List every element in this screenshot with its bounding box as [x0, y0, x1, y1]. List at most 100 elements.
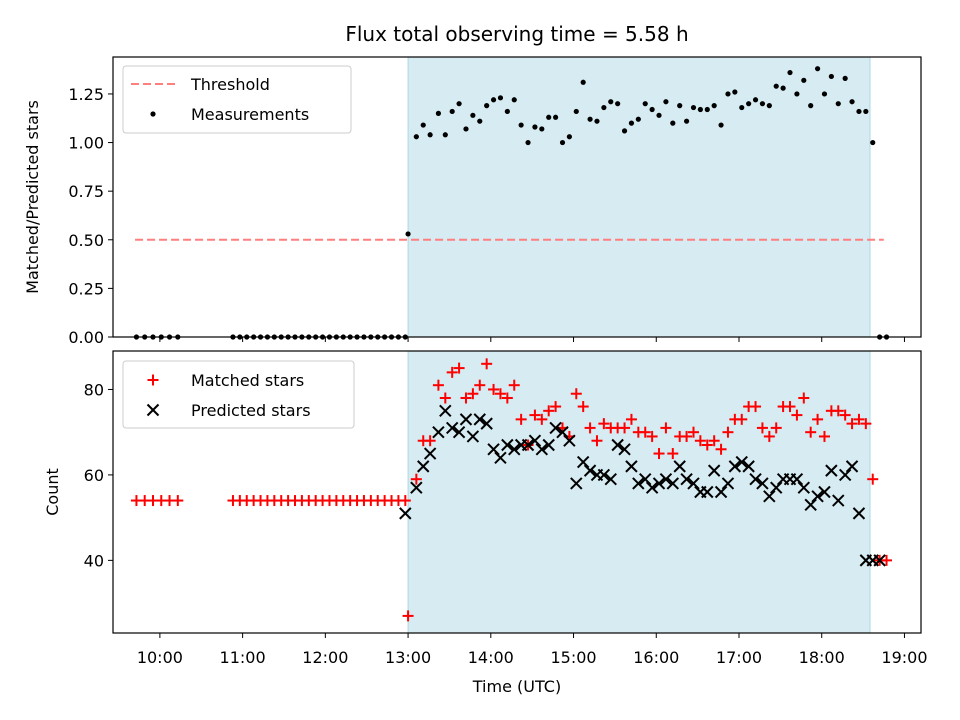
- measurement-point: [477, 118, 483, 124]
- predicted-star-point: [583, 464, 597, 477]
- measurement-point: [642, 101, 648, 107]
- top-y-ticks: 0.00 0.25 0.50 0.75 1.00 1.25: [68, 85, 113, 347]
- predicted-star-point: [680, 472, 693, 486]
- predicted-star-point: [432, 425, 445, 439]
- matched-star-point: [660, 422, 672, 434]
- predicted-star-point: [721, 477, 735, 490]
- matched-star-point: [722, 426, 734, 438]
- matched-star-point: [508, 379, 520, 391]
- predicted-star-point: [445, 421, 459, 435]
- measurement-point: [704, 106, 710, 113]
- matched-star-point: [784, 401, 796, 413]
- measurement-point: [580, 79, 586, 85]
- measurement-point: [683, 118, 690, 124]
- predicted-star-point: [818, 485, 831, 499]
- matched-star-point: [467, 388, 479, 400]
- matched-star-point: [770, 422, 782, 434]
- predicted-star-point: [742, 460, 755, 473]
- matched-star-point: [798, 392, 810, 404]
- x-tick-label: 17:00: [716, 648, 762, 667]
- measurement-point: [711, 103, 717, 109]
- measurement-point: [746, 101, 752, 107]
- measurement-point: [573, 108, 579, 115]
- measurement-point: [814, 66, 821, 72]
- x-tick-label: 10:00: [137, 648, 183, 667]
- predicted-star-point: [639, 472, 652, 486]
- predicted-star-point: [508, 443, 521, 456]
- measurement-point: [690, 104, 697, 111]
- matched-star-point: [832, 405, 844, 417]
- measurement-point: [463, 126, 469, 132]
- predicted-star-point: [452, 425, 466, 439]
- predicted-star-point: [399, 507, 412, 520]
- predicted-star-point: [417, 460, 430, 473]
- observing-window-top: [407, 56, 871, 338]
- matched-star-point: [570, 388, 582, 400]
- matched-star-point: [584, 422, 596, 434]
- measurement-point: [628, 120, 635, 126]
- matched-star-point: [756, 422, 768, 434]
- matched-star-point: [694, 435, 706, 447]
- predicted-star-point: [659, 472, 673, 486]
- matched-star-point: [481, 358, 493, 370]
- top-legend: Threshold Measurements: [122, 65, 352, 134]
- predicted-star-point: [625, 460, 638, 473]
- bottom-panel: 40 60 80 10:00 11:00 12:00 13:00 14:00 15:00 16:…: [43, 350, 928, 696]
- legend-predicted-label: Predicted stars: [191, 401, 311, 420]
- measurement-point: [663, 99, 669, 105]
- matched-star-point: [591, 435, 603, 447]
- predicted-star-point: [770, 481, 783, 494]
- bottom-legend-box: [122, 360, 355, 429]
- matched-star-point: [639, 426, 651, 438]
- predicted-star-point: [728, 460, 742, 473]
- predicted-stars-points: [399, 404, 886, 567]
- measurement-point: [456, 101, 462, 107]
- measurement-point: [587, 116, 593, 122]
- x-tick-label: 14:00: [468, 648, 514, 667]
- legend-matched-label: Matched stars: [191, 371, 304, 390]
- predicted-star-point: [666, 477, 680, 490]
- measurement-point: [835, 101, 841, 107]
- top-y-axis-label: Matched/Predicted stars: [23, 100, 42, 294]
- legend-plus-marker: [147, 374, 159, 386]
- matched-star-point: [515, 413, 527, 425]
- measurement-point: [808, 103, 814, 109]
- measurement-point: [608, 99, 614, 105]
- measurement-point: [677, 103, 683, 109]
- measurement-point: [773, 83, 779, 89]
- legend-predicted-swatch: [146, 403, 160, 417]
- measurement-point: [725, 91, 731, 97]
- matched-star-point: [646, 430, 658, 442]
- measurement-point: [497, 95, 504, 101]
- measurement-point: [842, 75, 848, 81]
- measurement-point: [518, 122, 524, 128]
- matched-star-point: [172, 495, 184, 507]
- predicted-star-point: [714, 485, 728, 499]
- matched-star-point: [708, 435, 720, 447]
- predicted-star-point: [707, 464, 721, 477]
- bottom-legend: Matched stars Predicted stars: [122, 360, 355, 429]
- matched-star-point: [736, 413, 748, 425]
- measurement-point: [801, 77, 807, 83]
- predicted-star-point: [494, 451, 507, 465]
- measurement-point: [525, 139, 531, 146]
- matched-star-point: [763, 430, 775, 442]
- matched-star-point: [424, 435, 436, 447]
- predicted-star-point: [763, 490, 776, 503]
- predicted-star-point: [845, 460, 859, 473]
- matched-star-point: [812, 413, 824, 425]
- predicted-star-point: [756, 477, 769, 490]
- predicted-star-point: [797, 481, 811, 494]
- predicted-star-point: [576, 455, 590, 469]
- measurement-point: [649, 106, 655, 113]
- predicted-star-point: [611, 438, 624, 452]
- bottom-y-tick-label: 40: [84, 551, 104, 570]
- x-tick-label: 13:00: [385, 648, 431, 667]
- measurement-point: [787, 69, 793, 76]
- top-x-ticks: [159, 337, 905, 342]
- matched-star-point: [687, 426, 699, 438]
- matched-stars-points: [130, 358, 893, 622]
- predicted-star-point: [632, 477, 645, 490]
- matched-star-point: [446, 366, 458, 378]
